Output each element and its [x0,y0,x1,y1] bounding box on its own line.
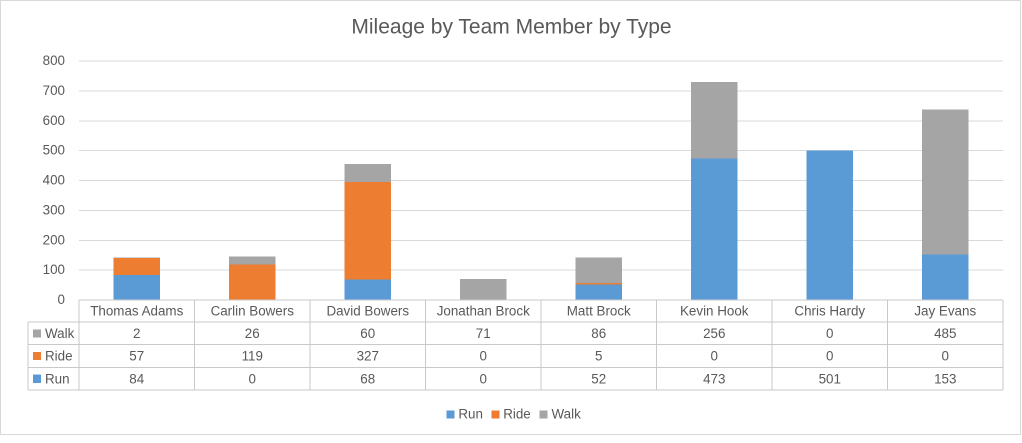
svg-text:800: 800 [43,53,65,68]
svg-text:0: 0 [942,349,949,364]
svg-text:0: 0 [711,349,718,364]
svg-text:0: 0 [480,349,487,364]
svg-text:Mileage by Team Member by Type: Mileage by Team Member by Type [351,16,671,39]
svg-text:700: 700 [43,83,65,98]
svg-text:Carlin Bowers: Carlin Bowers [211,304,295,319]
svg-text:0: 0 [249,371,256,386]
svg-text:Jay Evans: Jay Evans [914,304,976,319]
svg-text:Ride: Ride [45,349,73,364]
svg-text:26: 26 [245,326,260,341]
svg-text:0: 0 [58,292,65,307]
svg-text:485: 485 [934,326,956,341]
svg-text:400: 400 [43,173,65,188]
svg-text:Kevin Hook: Kevin Hook [680,304,749,319]
svg-text:Chris Hardy: Chris Hardy [794,304,865,319]
svg-text:84: 84 [129,371,144,386]
svg-text:327: 327 [357,349,379,364]
svg-text:Ride: Ride [503,407,531,422]
svg-text:Matt Brock: Matt Brock [567,304,631,319]
svg-text:Run: Run [458,407,483,422]
svg-text:David Bowers: David Bowers [326,304,409,319]
svg-text:52: 52 [591,371,606,386]
svg-text:Run: Run [45,371,70,386]
svg-text:153: 153 [934,371,956,386]
svg-text:68: 68 [360,371,375,386]
svg-text:500: 500 [43,143,65,158]
svg-text:256: 256 [703,326,725,341]
svg-text:Walk: Walk [45,326,75,341]
svg-text:200: 200 [43,232,65,247]
svg-text:5: 5 [595,349,602,364]
svg-text:119: 119 [242,349,263,364]
svg-text:600: 600 [43,113,65,128]
svg-text:501: 501 [819,371,841,386]
svg-text:71: 71 [476,326,491,341]
svg-text:0: 0 [826,349,833,364]
svg-text:60: 60 [360,326,375,341]
svg-text:100: 100 [43,262,65,277]
svg-text:473: 473 [703,371,725,386]
svg-text:0: 0 [480,371,487,386]
svg-text:2: 2 [133,326,140,341]
svg-text:Thomas Adams: Thomas Adams [90,304,183,319]
svg-text:Walk: Walk [552,407,582,422]
svg-text:Jonathan Brock: Jonathan Brock [437,304,530,319]
svg-text:300: 300 [43,202,65,217]
svg-text:57: 57 [129,349,144,364]
svg-text:0: 0 [826,326,833,341]
svg-text:86: 86 [591,326,606,341]
